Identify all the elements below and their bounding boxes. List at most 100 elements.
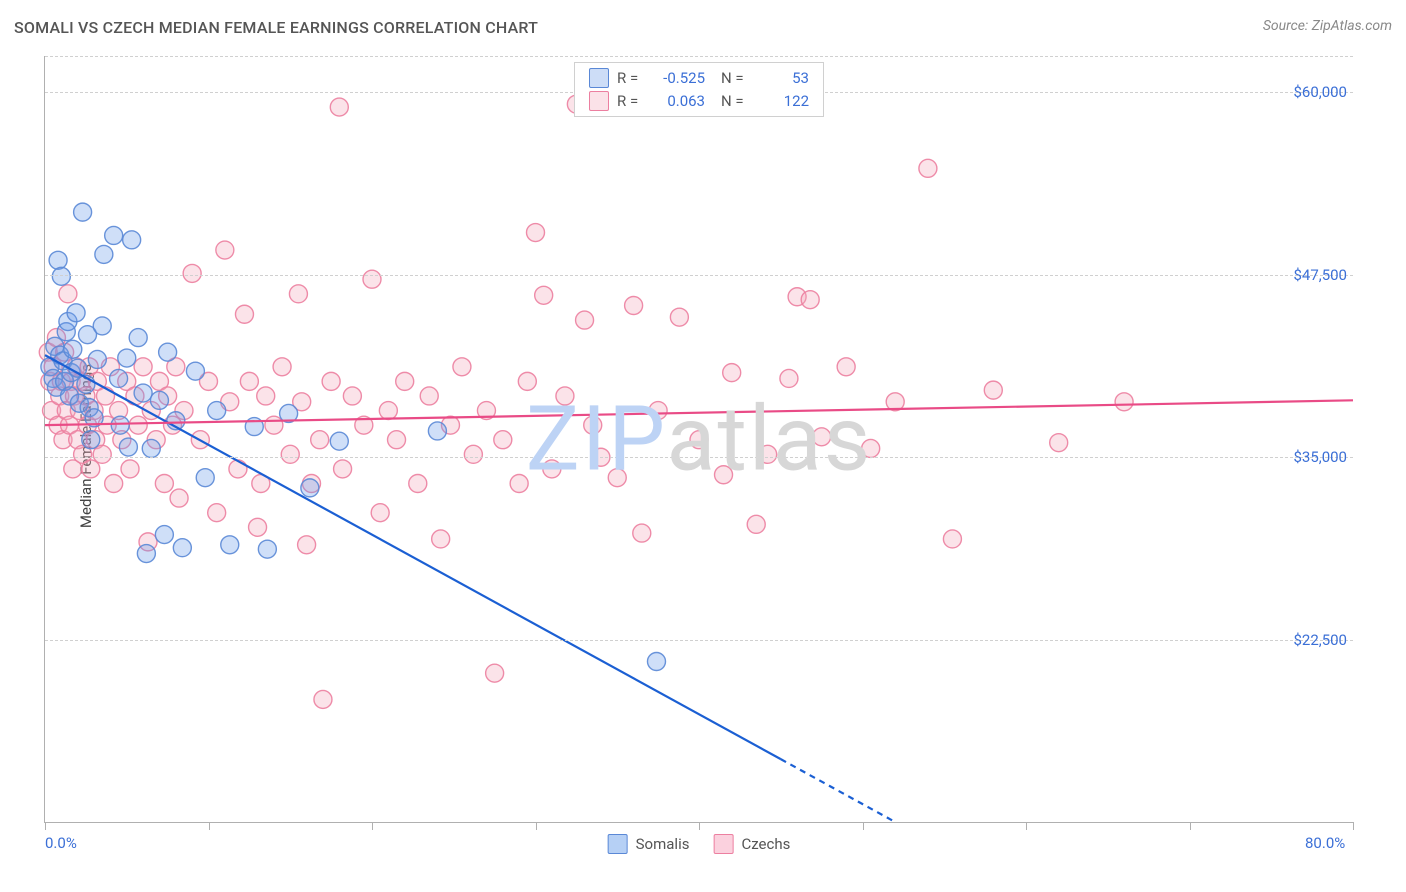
data-point-czechs — [780, 369, 798, 387]
x-tick — [536, 822, 537, 830]
x-tick — [863, 822, 864, 830]
legend-correlation: R =-0.525N =53R =0.063N =122 — [574, 62, 824, 117]
data-point-czechs — [96, 387, 114, 405]
data-point-somalis — [118, 349, 136, 367]
data-point-czechs — [121, 460, 139, 478]
legend-item-czechs: Czechs — [713, 834, 790, 854]
data-point-czechs — [409, 475, 427, 493]
data-point-czechs — [759, 445, 777, 463]
data-point-somalis — [88, 350, 106, 368]
data-point-czechs — [432, 530, 450, 548]
data-point-czechs — [518, 372, 536, 390]
trend-line-czechs — [45, 400, 1353, 425]
y-tick-label: $35,000 — [1293, 448, 1347, 466]
data-point-czechs — [576, 311, 594, 329]
legend-row-czechs: R =0.063N =122 — [589, 90, 809, 113]
data-point-somalis — [159, 343, 177, 361]
data-point-czechs — [343, 387, 361, 405]
data-point-czechs — [1050, 434, 1068, 452]
data-point-czechs — [453, 358, 471, 376]
data-point-somalis — [69, 359, 87, 377]
data-point-czechs — [59, 285, 77, 303]
data-point-somalis — [221, 536, 239, 554]
data-point-somalis — [49, 251, 67, 269]
data-point-czechs — [388, 431, 406, 449]
data-point-czechs — [984, 381, 1002, 399]
legend-r-value: -0.525 — [653, 67, 705, 90]
data-point-somalis — [123, 231, 141, 249]
x-tick — [1190, 822, 1191, 830]
data-point-czechs — [93, 445, 111, 463]
data-point-czechs — [183, 264, 201, 282]
y-tick-label: $22,500 — [1293, 631, 1347, 649]
source-attribution: Source: ZipAtlas.com — [1263, 18, 1392, 34]
legend-n-label: N = — [721, 90, 749, 113]
legend-r-label: R = — [617, 90, 645, 113]
x-tick — [1353, 822, 1354, 830]
chart-title: SOMALI VS CZECH MEDIAN FEMALE EARNINGS C… — [14, 18, 538, 37]
data-point-czechs — [155, 475, 173, 493]
legend-r-value: 0.063 — [653, 90, 705, 113]
data-point-czechs — [273, 358, 291, 376]
legend-item-somalis: Somalis — [608, 834, 690, 854]
legend-label: Somalis — [636, 835, 690, 853]
data-point-somalis — [105, 226, 123, 244]
data-point-czechs — [510, 475, 528, 493]
y-tick-label: $47,500 — [1293, 266, 1347, 284]
legend-n-label: N = — [721, 67, 749, 90]
data-point-czechs — [494, 431, 512, 449]
data-point-somalis — [155, 526, 173, 544]
data-point-czechs — [105, 475, 123, 493]
data-point-czechs — [670, 308, 688, 326]
chart-svg — [45, 56, 1353, 822]
data-point-czechs — [281, 445, 299, 463]
legend-n-value: 53 — [757, 67, 809, 90]
legend-swatch — [589, 91, 609, 111]
gridline — [45, 457, 1353, 458]
data-point-czechs — [747, 515, 765, 533]
data-point-czechs — [314, 690, 332, 708]
data-point-somalis — [428, 422, 446, 440]
x-tick — [699, 822, 700, 830]
data-point-czechs — [649, 402, 667, 420]
data-point-czechs — [633, 524, 651, 542]
plot-area: ZIPatlas R =-0.525N =53R =0.063N =122 So… — [44, 56, 1353, 823]
data-point-somalis — [301, 479, 319, 497]
data-point-czechs — [690, 431, 708, 449]
data-point-czechs — [208, 504, 226, 522]
data-point-somalis — [93, 317, 111, 335]
data-point-czechs — [240, 372, 258, 390]
data-point-somalis — [110, 369, 128, 387]
data-point-czechs — [265, 416, 283, 434]
x-tick — [372, 822, 373, 830]
data-point-czechs — [129, 416, 147, 434]
data-point-czechs — [625, 296, 643, 314]
data-point-somalis — [119, 438, 137, 456]
data-point-czechs — [82, 460, 100, 478]
legend-row-somalis: R =-0.525N =53 — [589, 67, 809, 90]
gridline — [45, 275, 1353, 276]
data-point-somalis — [647, 653, 665, 671]
legend-series: Somalis Czechs — [608, 834, 791, 854]
data-point-somalis — [186, 362, 204, 380]
data-point-somalis — [173, 539, 191, 557]
legend-swatch — [589, 68, 609, 88]
data-point-czechs — [371, 504, 389, 522]
data-point-somalis — [74, 203, 92, 221]
legend-swatch — [608, 834, 628, 854]
data-point-czechs — [535, 286, 553, 304]
data-point-czechs — [396, 372, 414, 390]
data-point-czechs — [322, 372, 340, 390]
data-point-somalis — [142, 439, 160, 457]
data-point-czechs — [608, 469, 626, 487]
data-point-somalis — [134, 384, 152, 402]
data-point-somalis — [208, 402, 226, 420]
data-point-czechs — [379, 402, 397, 420]
data-point-czechs — [813, 428, 831, 446]
data-point-czechs — [216, 241, 234, 259]
data-point-czechs — [943, 530, 961, 548]
x-tick — [209, 822, 210, 830]
data-point-czechs — [464, 445, 482, 463]
data-point-czechs — [715, 466, 733, 484]
data-point-czechs — [801, 291, 819, 309]
